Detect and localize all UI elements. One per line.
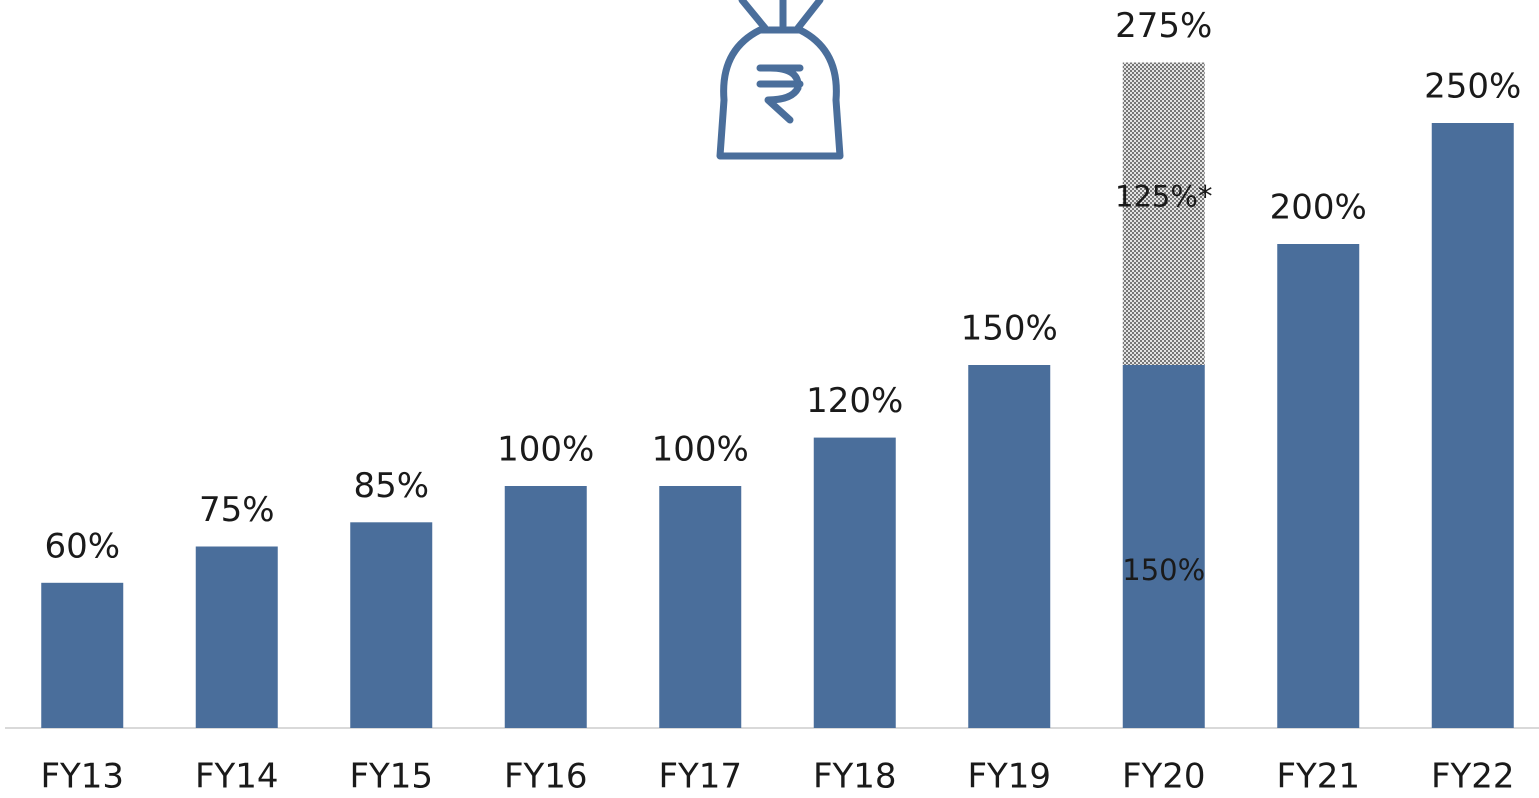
total-label: 275% — [1115, 6, 1212, 46]
value-label: 85% — [353, 466, 429, 506]
x-tick-label: FY20 — [1122, 757, 1206, 797]
value-label: 75% — [199, 490, 275, 530]
x-tick-label: FY18 — [813, 757, 897, 797]
bar — [504, 486, 587, 728]
x-tick-label: FY16 — [504, 757, 588, 797]
value-label: 150% — [1122, 553, 1205, 587]
bar — [1277, 244, 1360, 728]
x-tick-label: FY17 — [658, 757, 742, 797]
bar — [813, 437, 896, 728]
value-label: 125%* — [1115, 180, 1212, 214]
value-label: 100% — [497, 430, 594, 470]
x-tick-label: FY15 — [349, 757, 433, 797]
x-tick-label: FY21 — [1276, 757, 1360, 797]
bar — [968, 365, 1051, 728]
bar — [1431, 123, 1514, 728]
value-label: 150% — [961, 309, 1058, 349]
x-tick-label: FY19 — [967, 757, 1051, 797]
bar — [659, 486, 742, 728]
value-label: 60% — [44, 526, 120, 566]
value-label: 250% — [1424, 67, 1521, 107]
x-tick-label: FY22 — [1431, 757, 1515, 797]
x-tick-label: FY13 — [40, 757, 124, 797]
value-label: 200% — [1270, 188, 1367, 228]
bar — [350, 522, 433, 728]
bar — [41, 582, 124, 728]
bar — [1122, 62, 1205, 365]
value-label: 120% — [806, 381, 903, 421]
money-bag-icon — [716, 0, 844, 160]
bar — [1122, 365, 1205, 728]
value-label: 100% — [652, 430, 749, 470]
x-tick-label: FY14 — [195, 757, 279, 797]
bar — [195, 546, 278, 728]
